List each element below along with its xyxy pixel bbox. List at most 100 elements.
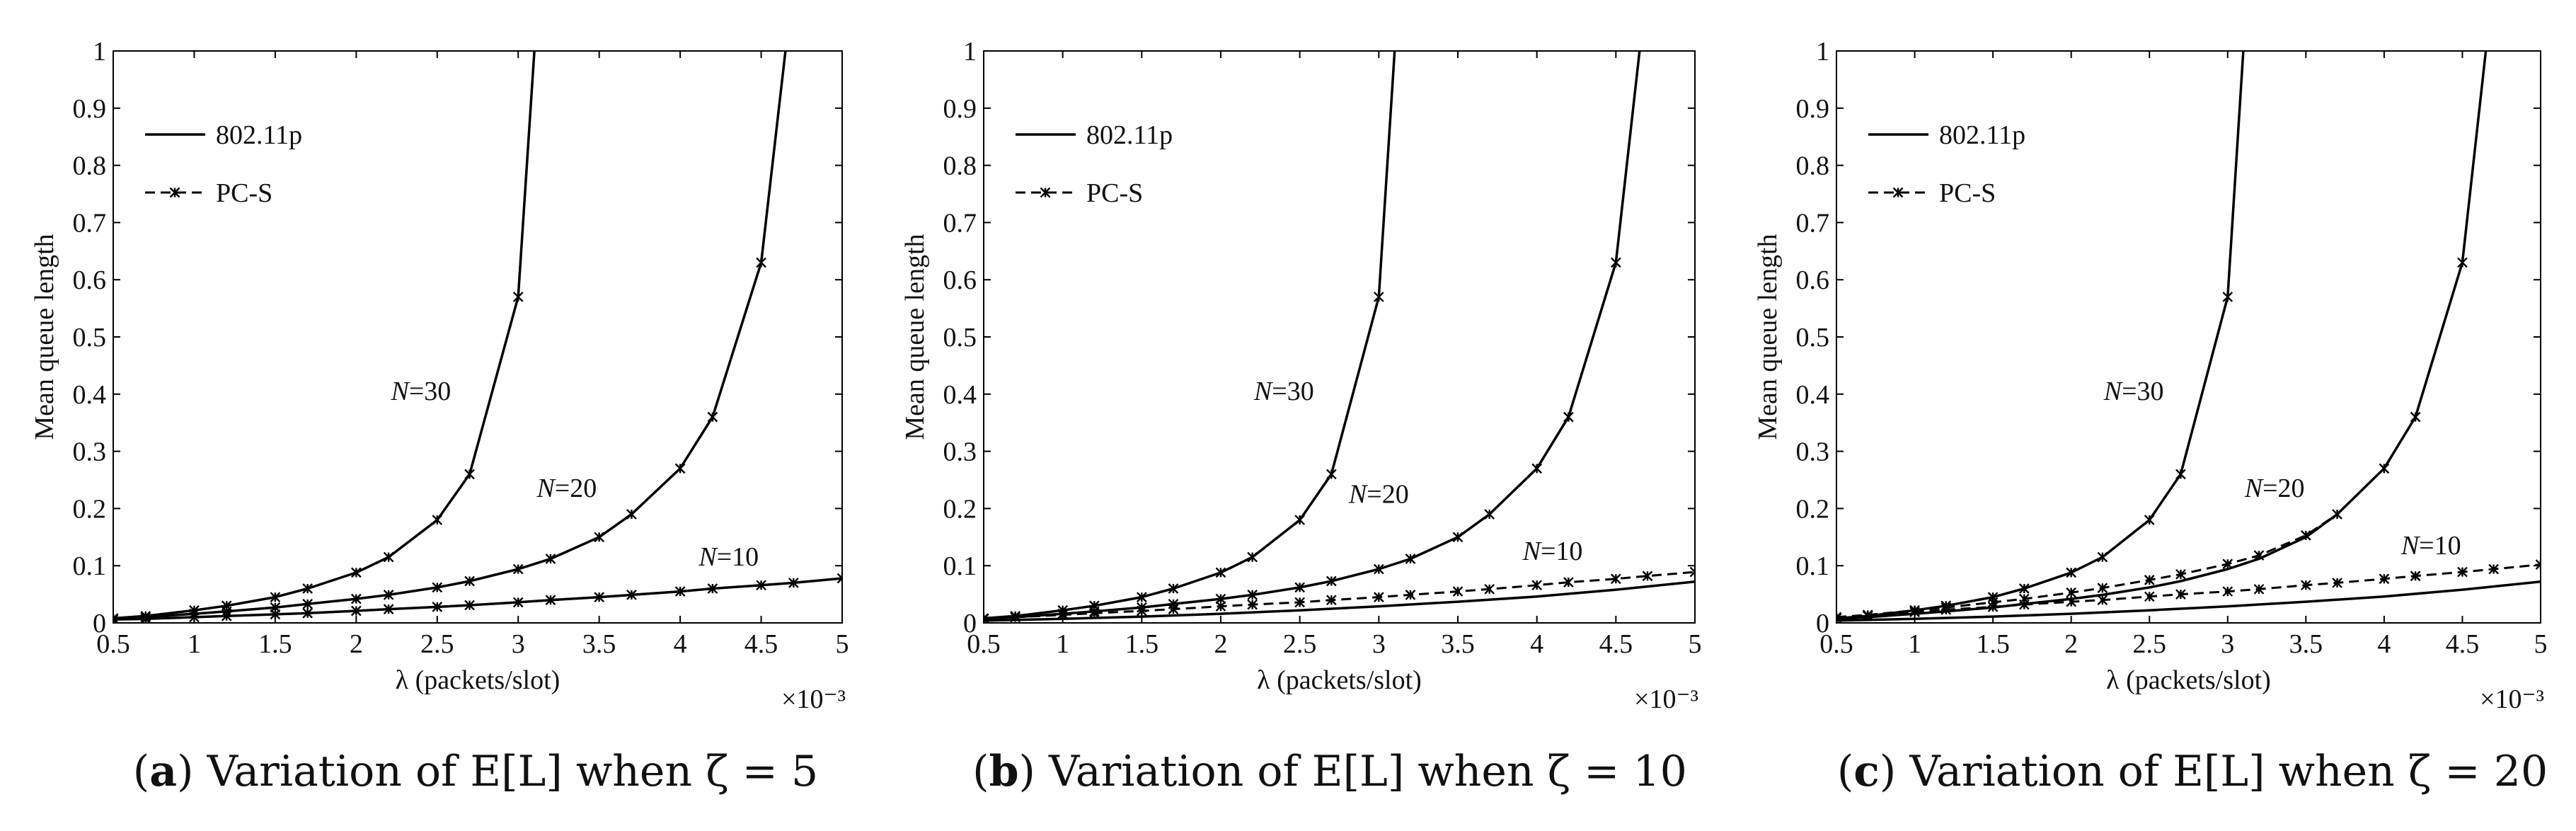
y-tick-label: 0.3 (1796, 437, 1830, 467)
y-tick-label: 0.9 (943, 94, 977, 124)
x-axis-label: λ (packets/slot) (396, 665, 560, 695)
data-point-pcs-n10 (383, 604, 394, 614)
series-line-pcs-n30 (984, 297, 1380, 619)
series-line-80211p-n20 (1836, 51, 2488, 621)
annotation-variable: N (2244, 474, 2265, 503)
data-point-pcs-n30 (1168, 583, 1179, 594)
data-point-pcs-n20 (2222, 558, 2233, 570)
legend-label-pcs: PC-S (216, 178, 272, 208)
legend-marker-pcs (169, 187, 180, 198)
series-layer (113, 51, 842, 623)
legend: 802.11p PC-S (1868, 120, 2025, 208)
data-point-pcs-n10 (350, 605, 362, 617)
chart-panel-c: 0.5 1 1.5 2 2.5 3 3.5 4 4.5 5 0 0.1 0.2 0.3 0.4 0.5 0.6 0… (1753, 37, 2548, 796)
annotation-value: =10 (1541, 537, 1582, 566)
x-tick-label: 1.5 (1125, 629, 1159, 659)
annotation-value: =20 (2262, 474, 2304, 503)
caption-paren-close: ) (1880, 747, 1909, 796)
y-tick-label: 0.9 (73, 94, 107, 124)
data-point-pcs-n10 (1940, 604, 1952, 615)
y-tick-label: 0.3 (73, 437, 107, 467)
series-line-pcs-n20 (1836, 262, 2463, 619)
y-tick-label: 0.6 (73, 265, 107, 295)
x-tick-label: 0.5 (967, 629, 1001, 659)
data-point-pcs-n10 (302, 607, 314, 619)
data-point-pcs-n20 (1247, 590, 1258, 600)
data-point-pcs-n20 (1405, 554, 1416, 564)
x-tick-label: 2 (1214, 629, 1228, 659)
data-point-pcs-n20 (2144, 575, 2155, 585)
legend-marker-pcs (1040, 187, 1051, 198)
y-axis-label: Mean queue length (30, 234, 59, 440)
data-point-pcs-n10 (788, 578, 799, 588)
x-tick-label: 3.5 (582, 629, 616, 659)
subfigure-caption: (c) Variation of E[L] when ζ = 20 (1837, 747, 2548, 796)
annotation-variable: N (698, 542, 718, 572)
data-point-pcs-n10 (2175, 589, 2186, 600)
y-tick-label: 0.8 (1796, 151, 1830, 181)
data-point-pcs-n20 (1563, 411, 1574, 423)
series-line-pcs-n30 (1836, 297, 2229, 619)
annotation-variable: N (2400, 531, 2421, 561)
data-point-pcs-n10 (512, 597, 524, 608)
data-point-pcs-n10 (1215, 601, 1226, 612)
data-point-pcs-n10 (1057, 609, 1069, 621)
data-point-pcs-n10 (594, 592, 605, 602)
y-tick-label: 0.7 (943, 208, 977, 238)
subfigure-caption: (a) Variation of E[L] when ζ = 5 (133, 747, 818, 796)
x-tick-label: 4 (2377, 629, 2391, 659)
data-point-pcs-n30 (2144, 515, 2155, 525)
data-point-pcs-n10 (1452, 586, 1464, 597)
data-point-pcs-n20 (350, 593, 362, 604)
y-tick-label: 0.6 (1796, 265, 1830, 295)
data-point-pcs-n30 (1373, 292, 1384, 302)
data-point-pcs-n10 (140, 613, 151, 623)
data-point-pcs-n20 (1452, 532, 1464, 543)
legend-label-80211p: 802.11p (216, 120, 302, 150)
data-point-pcs-n20 (383, 590, 394, 600)
data-point-pcs-n10 (1987, 602, 1999, 612)
data-point-pcs-n20 (756, 257, 766, 268)
data-point-pcs-n10 (2457, 566, 2468, 578)
data-point-pcs-n10 (1484, 583, 1495, 595)
y-axis-label: Mean queue length (900, 234, 930, 440)
y-tick-label: 0.4 (73, 380, 107, 410)
y-tick-label: 0 (1816, 609, 1829, 638)
data-point-pcs-n20 (545, 554, 556, 564)
x-tick-label: 5 (836, 629, 849, 659)
x-tick-label: 0.5 (1819, 629, 1853, 659)
data-point-pcs-n20 (2175, 568, 2186, 580)
data-point-pcs-n10 (270, 609, 281, 620)
data-point-pcs-n10 (1642, 571, 1653, 582)
data-point-pcs-n10 (1247, 599, 1258, 610)
data-point-pcs-n30 (2097, 551, 2108, 563)
series-annotation: N=30 (1253, 377, 1314, 406)
data-point-pcs-n10 (1294, 597, 1306, 608)
data-point-pcs-n10 (626, 590, 637, 600)
data-point-pcs-n30 (350, 567, 362, 578)
x-tick-label: 5 (2534, 629, 2548, 659)
data-point-pcs-n10 (2018, 599, 2030, 610)
x-tick-label: 2 (350, 629, 363, 659)
data-point-pcs-n10 (221, 610, 232, 621)
data-point-pcs-n20 (464, 575, 475, 587)
data-point-pcs-n30 (512, 292, 524, 302)
caption-letter: a (149, 747, 177, 796)
caption-paren-close: ) (1019, 747, 1049, 796)
y-tick-label: 0.4 (943, 380, 977, 410)
data-point-pcs-n10 (432, 602, 443, 612)
data-point-pcs-n30 (1136, 592, 1147, 602)
series-layer (984, 51, 1695, 623)
series-annotation: N=20 (1348, 479, 1409, 509)
annotation-value: =30 (409, 377, 451, 406)
y-tick-label: 0.2 (943, 494, 977, 524)
data-point-pcs-n20 (2410, 411, 2421, 423)
caption-text: Variation of E[L] when ζ = 20 (1909, 747, 2548, 796)
data-point-pcs-n30 (1247, 551, 1258, 563)
data-point-pcs-n10 (2410, 571, 2421, 582)
y-axis-label: Mean queue length (1753, 234, 1783, 440)
data-point-pcs-n10 (1689, 566, 1695, 578)
data-point-pcs-n20 (2066, 587, 2077, 598)
caption-paren-open: ( (972, 747, 989, 796)
x-tick-label: 2.5 (2132, 629, 2166, 659)
